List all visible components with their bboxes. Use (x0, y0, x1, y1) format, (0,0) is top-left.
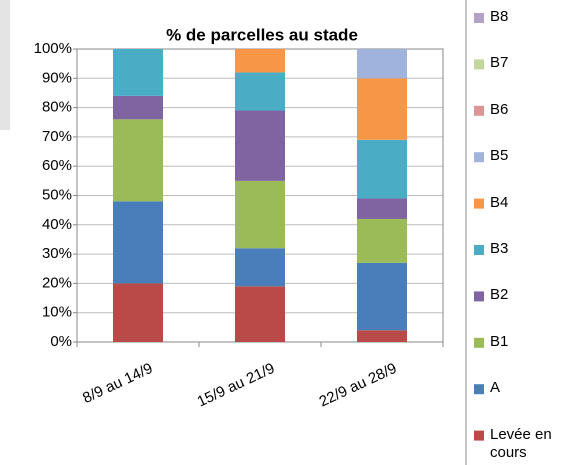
legend-label: B8 (490, 8, 509, 25)
legend-box (465, 0, 467, 465)
y-tick-label: 20% (42, 274, 72, 291)
y-tick-label: 60% (42, 157, 72, 174)
y-tick-label: 100% (34, 40, 72, 57)
legend-label: B3 (490, 240, 509, 257)
legend-label: Levée en cours (490, 425, 552, 461)
bar-segment (235, 180, 285, 249)
legend-label: A (490, 379, 501, 397)
bar-segment (357, 218, 407, 263)
legend-swatch (474, 198, 484, 209)
y-tick-label: 0% (50, 333, 72, 350)
legend-label: B1 (490, 332, 509, 350)
bar-segment (113, 119, 163, 202)
bar-segment (235, 248, 285, 287)
legend-swatch (474, 430, 484, 441)
legend-swatch (474, 337, 484, 348)
y-tick-label: 70% (42, 128, 72, 145)
y-tick-label: 50% (42, 186, 72, 203)
y-tick-label: 80% (42, 99, 72, 116)
legend-label: B7 (490, 54, 509, 72)
bar-segment (235, 49, 285, 73)
bar-segment (357, 78, 407, 140)
bar-segment (113, 49, 163, 96)
legend-swatch (474, 152, 484, 163)
bar-segment (235, 286, 285, 342)
bar-segment (235, 72, 285, 111)
y-tick-label: 40% (42, 216, 72, 233)
legend-label: B2 (490, 286, 509, 304)
legend-swatch (474, 59, 484, 70)
y-tick-label: 30% (42, 245, 72, 262)
legend-swatch (474, 105, 484, 116)
bar-segment (113, 201, 163, 284)
bar-segment (357, 330, 407, 342)
chart-title: % de parcelles au stade (166, 25, 358, 44)
x-tick-label: 15/9 au 21/9 (195, 360, 278, 411)
bar-segment (113, 95, 163, 120)
bar-segment (357, 139, 407, 199)
bar-segment (357, 262, 407, 331)
legend-swatch (474, 291, 484, 302)
y-tick-label: 10% (42, 304, 72, 321)
x-tick-label: 22/9 au 28/9 (317, 360, 400, 411)
legend-swatch (474, 13, 484, 23)
legend-label: B5 (490, 147, 509, 165)
bar-segment (113, 283, 163, 342)
bar-segment (357, 49, 407, 79)
y-tick-label: 90% (42, 69, 72, 86)
legend-swatch (474, 245, 484, 255)
bar-segment (357, 198, 407, 219)
x-tick-label: 8/9 au 14/9 (80, 360, 155, 407)
legend-label: B4 (490, 193, 509, 211)
edge-artifact (0, 0, 10, 130)
legend-swatch (474, 384, 484, 395)
bar-segment (235, 110, 285, 181)
legend-label: B6 (490, 100, 509, 118)
